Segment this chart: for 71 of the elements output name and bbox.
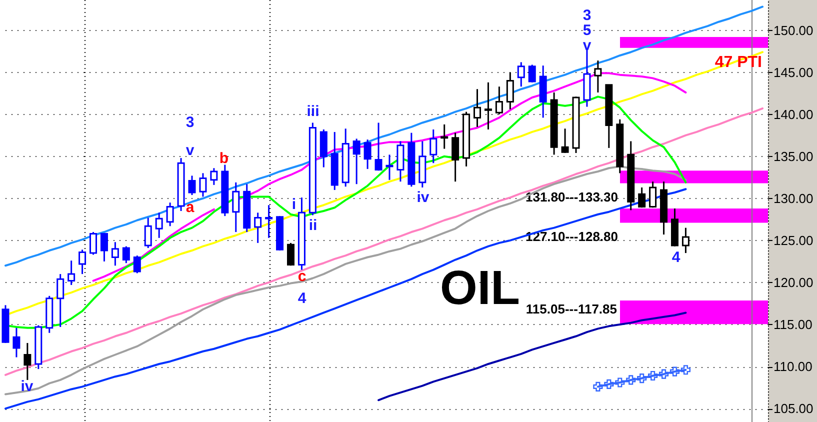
candlestick	[122, 246, 130, 264]
y-tick-label: 115.00	[774, 316, 812, 332]
candlestick	[265, 204, 273, 239]
y-tick-label: 145.00	[774, 64, 814, 80]
point	[648, 370, 658, 381]
annotation: a	[186, 199, 195, 216]
annotation: ii	[308, 217, 318, 234]
annotation: b	[219, 150, 229, 167]
band-label: 131.80---133.30	[525, 189, 618, 204]
point	[615, 378, 625, 388]
candlestick	[430, 128, 438, 164]
annotation: v	[186, 142, 195, 159]
candlestick	[133, 254, 141, 274]
candlestick	[100, 232, 108, 262]
candlestick	[155, 212, 163, 239]
y-tick-label: 140.00	[774, 106, 814, 122]
y-tick-label: 120.00	[774, 274, 814, 290]
point	[658, 369, 669, 379]
candlestick	[12, 327, 20, 358]
line-series	[4, 165, 687, 396]
annotation: i	[292, 196, 296, 213]
candlestick	[68, 260, 76, 286]
point	[637, 374, 647, 384]
candlestick	[166, 202, 174, 227]
candlestick	[286, 242, 294, 266]
candlestick	[517, 61, 525, 88]
candlestick	[254, 212, 262, 244]
candlestick	[561, 128, 569, 154]
y-tick-label: 135.00	[774, 148, 814, 164]
candlestick	[90, 231, 98, 256]
candlestick	[364, 138, 372, 170]
point	[604, 379, 614, 389]
candlestick	[440, 124, 448, 150]
annotation: v	[582, 37, 592, 54]
candlestick	[232, 182, 240, 233]
point	[680, 365, 690, 375]
y-tick-label: 150.00	[774, 22, 814, 38]
y-tick-label: 130.00	[774, 190, 814, 206]
candlestick	[188, 174, 196, 196]
candlestick	[199, 172, 207, 198]
annotation: iv	[20, 378, 34, 395]
annotation: 3	[186, 114, 194, 131]
annotation: iv	[416, 189, 430, 206]
annotation: iii	[306, 103, 320, 120]
candlestick	[144, 216, 152, 249]
annotation: 3	[582, 7, 592, 24]
line-series	[4, 188, 687, 410]
annotation: 4	[672, 249, 681, 266]
candlestick	[210, 167, 218, 186]
line-series	[4, 107, 764, 376]
candlestick	[386, 154, 394, 181]
candlestick	[528, 64, 536, 84]
band-label: 127.10---128.80	[525, 228, 618, 244]
point	[593, 382, 603, 392]
y-tick-label: 105.00	[774, 401, 814, 416]
annotation: 4	[298, 290, 307, 307]
annotation: OIL	[440, 262, 520, 315]
candlestick	[352, 138, 360, 185]
y-tick-label: 110.00	[774, 359, 812, 374]
line-series	[4, 6, 764, 267]
annotation: 5	[582, 22, 592, 39]
point	[670, 366, 680, 376]
y-tick-label: 125.00	[774, 232, 814, 248]
candlestick	[474, 88, 482, 128]
band-label: 115.05---117.85	[526, 302, 617, 317]
point	[626, 375, 636, 385]
candlestick	[78, 248, 86, 275]
candlestick	[111, 241, 119, 266]
annotation: c	[298, 268, 306, 285]
candlestick	[56, 273, 64, 328]
candlestick	[374, 122, 382, 172]
